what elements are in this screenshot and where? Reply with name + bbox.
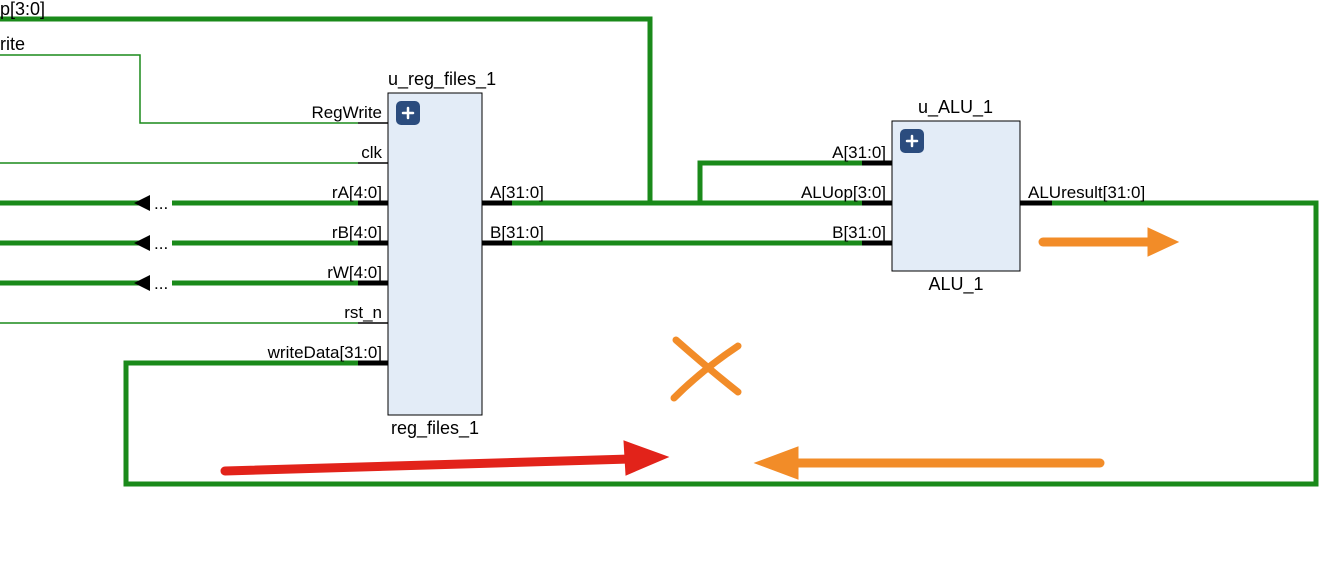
- ellipsis-rW: ...: [154, 274, 168, 293]
- regfiles-instance-label: u_reg_files_1: [388, 69, 496, 90]
- alu-port-ALUop-label: ALUop[3:0]: [801, 183, 886, 202]
- bus-marker-rA: ...: [134, 194, 172, 213]
- regfiles-expand-button[interactable]: [396, 101, 420, 125]
- block-regfiles[interactable]: u_reg_files_1 reg_files_1: [388, 69, 496, 439]
- anno-arrow-orange-left: [755, 447, 1100, 479]
- regfiles-port-rst_n-label: rst_n: [344, 303, 382, 322]
- ext-label-aluop: p[3:0]: [0, 0, 45, 19]
- regfiles-port-rW-label: rW[4:0]: [327, 263, 382, 282]
- block-alu[interactable]: u_ALU_1 ALU_1: [892, 97, 1020, 295]
- regfiles-port-B-label: B[31:0]: [490, 223, 544, 242]
- alu-type-label: ALU_1: [928, 274, 983, 295]
- regfiles-port-RegWrite-label: RegWrite: [311, 103, 382, 122]
- alu-port-B-label: B[31:0]: [832, 223, 886, 242]
- regfiles-port-writeData-label: writeData[31:0]: [267, 343, 382, 362]
- ext-label-regwrite: rite: [0, 34, 25, 54]
- alu-expand-button[interactable]: [900, 129, 924, 153]
- bus-marker-rB: ...: [134, 234, 172, 253]
- alu-port-ALUresult-label: ALUresult[31:0]: [1028, 183, 1145, 202]
- anno-arrow-orange-right: [1043, 228, 1178, 256]
- ellipsis-rB: ...: [154, 234, 168, 253]
- wire-regwrite: [0, 55, 358, 123]
- alu-instance-label: u_ALU_1: [918, 97, 993, 118]
- alu-port-A-label: A[31:0]: [832, 143, 886, 162]
- bus-marker-rW: ...: [134, 274, 172, 293]
- ellipsis-rA: ...: [154, 194, 168, 213]
- regfiles-port-rB-label: rB[4:0]: [332, 223, 382, 242]
- regfiles-type-label: reg_files_1: [391, 418, 479, 439]
- regfiles-port-clk-label: clk: [361, 143, 382, 162]
- regfiles-port-A-label: A[31:0]: [490, 183, 544, 202]
- anno-x-mark: [674, 340, 738, 398]
- regfiles-port-rA-label: rA[4:0]: [332, 183, 382, 202]
- anno-arrow-red-right: [225, 441, 668, 475]
